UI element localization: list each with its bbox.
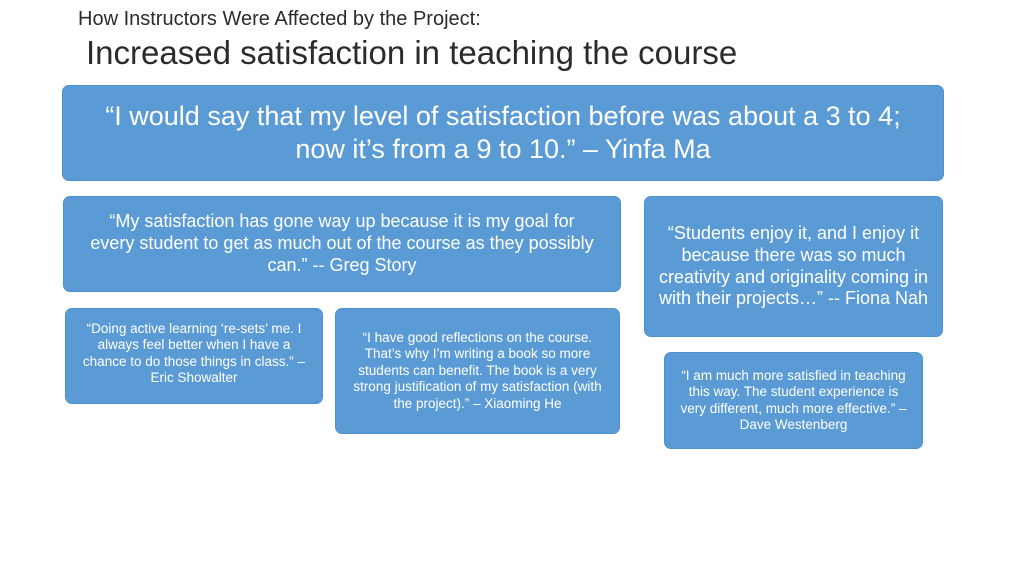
quote-box-greg-story: “My satisfaction has gone way up because… — [63, 196, 621, 292]
quote-text-greg-story: “My satisfaction has gone way up because… — [90, 211, 594, 275]
slide-title: Increased satisfaction in teaching the c… — [86, 34, 738, 71]
quote-text-xiaoming-he: “I have good reflections on the course. … — [353, 329, 602, 411]
quote-text-yinfa-ma: “I would say that my level of satisfacti… — [105, 101, 901, 164]
quote-box-fiona-nah: “Students enjoy it, and I enjoy it becau… — [644, 196, 943, 337]
quote-box-yinfa-ma: “I would say that my level of satisfacti… — [62, 85, 944, 181]
slide-supertitle: How Instructors Were Affected by the Pro… — [78, 8, 481, 30]
quote-box-eric-showalter: “Doing active learning ‘re-sets’ me. I a… — [65, 308, 323, 404]
quote-text-dave-westenberg: “I am much more satisfied in teaching th… — [680, 367, 907, 432]
quote-box-xiaoming-he: “I have good reflections on the course. … — [335, 308, 620, 434]
quote-box-dave-westenberg: “I am much more satisfied in teaching th… — [664, 352, 923, 449]
quote-text-fiona-nah: “Students enjoy it, and I enjoy it becau… — [658, 222, 929, 309]
quote-text-eric-showalter: “Doing active learning ‘re-sets’ me. I a… — [82, 321, 306, 386]
